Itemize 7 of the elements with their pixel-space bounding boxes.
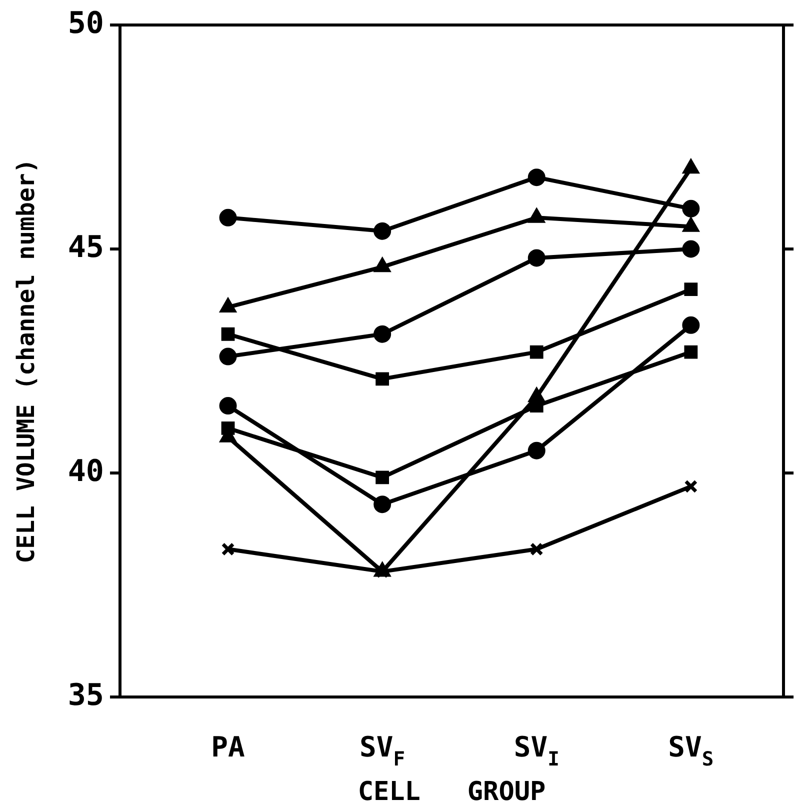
x-tick-label: PA	[211, 730, 246, 764]
x-axis-title: CELL GROUP	[358, 776, 546, 807]
y-tick-label: 40	[68, 454, 104, 489]
y-axis-title: CELL VOLUME (channel number)	[12, 158, 40, 564]
y-tick-label: 45	[68, 230, 104, 265]
y-tick-label: 35	[68, 678, 104, 713]
y-tick-label: 50	[68, 6, 104, 41]
